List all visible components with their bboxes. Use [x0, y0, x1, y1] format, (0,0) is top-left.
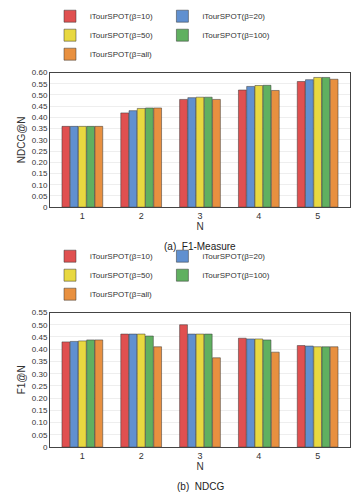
svg-text:0.15: 0.15 [32, 169, 48, 178]
svg-text:0: 0 [43, 443, 48, 452]
svg-text:0.35: 0.35 [32, 357, 48, 366]
svg-text:0.40: 0.40 [32, 113, 48, 122]
svg-text:0.05: 0.05 [32, 192, 48, 201]
svg-text:iTourSPOT(β=10): iTourSPOT(β=10) [90, 12, 153, 21]
svg-text:1: 1 [80, 451, 85, 461]
svg-text:2: 2 [139, 211, 144, 221]
svg-text:0.10: 0.10 [32, 418, 48, 427]
svg-text:F1@N: F1@N [16, 365, 27, 394]
svg-text:5: 5 [315, 451, 320, 461]
svg-text:5: 5 [315, 211, 320, 221]
svg-text:0.15: 0.15 [32, 406, 48, 415]
svg-text:iTourSPOT(β=100): iTourSPOT(β=100) [202, 31, 269, 40]
svg-text:2: 2 [139, 451, 144, 461]
svg-text:4: 4 [256, 211, 261, 221]
svg-text:iTourSPOT(β=20): iTourSPOT(β=20) [202, 12, 265, 21]
svg-text:0.40: 0.40 [32, 345, 48, 354]
svg-text:0.50: 0.50 [32, 91, 48, 100]
svg-text:iTourSPOT(β=all): iTourSPOT(β=all) [90, 50, 152, 59]
svg-text:0.25: 0.25 [32, 382, 48, 391]
svg-text:0.55: 0.55 [32, 80, 48, 89]
svg-text:0.30: 0.30 [32, 369, 48, 378]
svg-text:0.55: 0.55 [32, 308, 48, 317]
svg-text:0.45: 0.45 [32, 333, 48, 342]
svg-text:0.10: 0.10 [32, 181, 48, 190]
svg-text:(b) NDCG: (b) NDCG [177, 481, 224, 492]
svg-text:N: N [196, 221, 203, 232]
svg-text:1: 1 [80, 211, 85, 221]
svg-text:iTourSPOT(β=50): iTourSPOT(β=50) [90, 31, 153, 40]
svg-text:iTourSPOT(β=10): iTourSPOT(β=10) [90, 252, 153, 261]
svg-text:0.50: 0.50 [32, 321, 48, 330]
svg-text:3: 3 [197, 211, 202, 221]
svg-text:0.20: 0.20 [32, 394, 48, 403]
svg-text:(a) F1-Measure: (a) F1-Measure [164, 241, 236, 252]
svg-text:0.60: 0.60 [32, 68, 48, 77]
svg-text:0.30: 0.30 [32, 136, 48, 145]
svg-text:0.45: 0.45 [32, 102, 48, 111]
svg-text:0.25: 0.25 [32, 147, 48, 156]
svg-text:0.20: 0.20 [32, 158, 48, 167]
svg-text:0.35: 0.35 [32, 124, 48, 133]
svg-text:iTourSPOT(β=50): iTourSPOT(β=50) [90, 271, 153, 280]
svg-text:0: 0 [43, 203, 48, 212]
svg-text:3: 3 [197, 451, 202, 461]
svg-text:4: 4 [256, 451, 261, 461]
svg-text:0.05: 0.05 [32, 431, 48, 440]
svg-text:iTourSPOT(β=20): iTourSPOT(β=20) [202, 252, 265, 261]
svg-text:iTourSPOT(β=all): iTourSPOT(β=all) [90, 290, 152, 299]
svg-text:N: N [196, 461, 203, 472]
svg-text:iTourSPOT(β=100): iTourSPOT(β=100) [202, 271, 269, 280]
svg-text:NDCG@N: NDCG@N [16, 116, 27, 163]
